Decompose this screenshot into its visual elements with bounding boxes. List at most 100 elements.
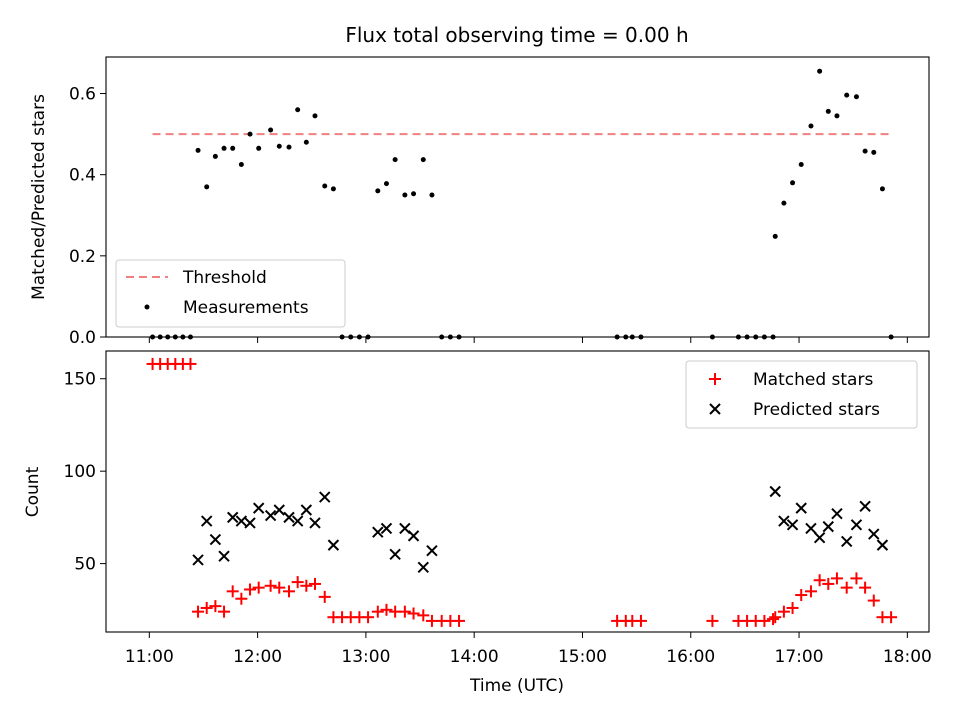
- x-axis-label: Time (UTC): [469, 676, 564, 696]
- measurement-point: [844, 92, 850, 98]
- predicted-star-point: [795, 502, 807, 514]
- matched-star-point: [859, 581, 872, 594]
- measurement-point: [204, 184, 210, 190]
- predicted-star-point: [309, 517, 321, 529]
- matched-star-point: [371, 605, 384, 618]
- measurement-point: [825, 108, 831, 114]
- matched-star-point: [300, 579, 313, 592]
- matched-legend-swatch: [709, 373, 721, 385]
- matched-star-point: [822, 577, 835, 590]
- x-tick-label: 12:00: [233, 647, 282, 667]
- predicted-star-point: [417, 561, 429, 574]
- count-legend-box: [685, 360, 918, 429]
- measurement-point: [781, 200, 787, 206]
- measurement-point: [879, 186, 885, 192]
- predicted-star-point: [327, 539, 340, 551]
- matched-star-point: [362, 611, 375, 624]
- predicted-star-point: [201, 515, 213, 527]
- measurement-point: [383, 181, 389, 187]
- predicted-star-point: [859, 500, 871, 512]
- measurement-point: [238, 162, 244, 168]
- predicted-star-point: [300, 504, 313, 516]
- predicted-star-point: [252, 502, 265, 514]
- predicted-star-point: [769, 485, 781, 498]
- ratio-legend-box: [115, 259, 346, 328]
- predicted-star-point: [850, 519, 863, 531]
- predicted-star-point: [372, 526, 384, 538]
- predicted-star-point: [209, 533, 222, 546]
- measurement-point: [375, 188, 381, 194]
- predicted-star-point: [264, 509, 277, 522]
- measurements-legend-label: Measurements: [183, 298, 309, 318]
- matched-legend-label: Matched stars: [753, 370, 873, 390]
- predicted-star-point: [319, 491, 331, 503]
- count-y-tick-label: 100: [64, 462, 96, 482]
- count-panel: 50 100 150 11:00 12:00 13:00 14:00 15:00 16:00 17…: [23, 350, 932, 696]
- measurement-point: [429, 192, 435, 198]
- threshold-legend-label: Threshold: [182, 268, 267, 288]
- measurement-point: [322, 183, 328, 189]
- matched-star-point: [706, 614, 719, 627]
- measurement-point: [247, 131, 253, 137]
- measurement-point: [276, 143, 282, 149]
- measurement-point: [392, 157, 398, 163]
- predicted-star-point: [876, 539, 889, 551]
- matched-star-point: [453, 614, 466, 627]
- measurement-point: [195, 147, 201, 153]
- predicted-star-point: [426, 544, 438, 557]
- measurement-point: [212, 153, 218, 159]
- count-plot-frame: [105, 350, 930, 633]
- measurement-point: [286, 144, 292, 150]
- predicted-star-point: [226, 511, 239, 524]
- matched-star-point: [795, 589, 808, 602]
- count-y-tick-label: 50: [74, 555, 96, 575]
- matched-star-point: [252, 581, 265, 594]
- measurement-point: [256, 145, 262, 151]
- matched-star-point: [308, 577, 321, 590]
- matched-star-point: [867, 594, 880, 607]
- matched-star-point: [209, 600, 222, 613]
- measurement-point: [871, 149, 877, 155]
- measurement-point: [853, 94, 859, 100]
- ratio-y-tick-label: 0.0: [69, 328, 96, 348]
- matched-star-point: [850, 572, 863, 585]
- predicted-legend-swatch: [709, 403, 721, 415]
- ratio-y-tick-label: 0.4: [69, 166, 96, 186]
- matched-star-point: [226, 585, 239, 598]
- measurements-legend-swatch: [144, 304, 150, 310]
- x-tick-label: 18:00: [883, 647, 932, 667]
- matched-star-point: [264, 579, 277, 592]
- predicted-star-point: [822, 520, 834, 533]
- count-y-axis-label: Count: [23, 466, 43, 517]
- matched-star-point: [273, 581, 286, 594]
- predicted-star-point: [389, 548, 401, 561]
- x-tick-label: 11:00: [125, 647, 174, 667]
- predicted-star-point: [831, 507, 843, 520]
- predicted-star-point: [192, 554, 204, 566]
- measurement-point: [295, 107, 301, 113]
- predicted-star-point: [235, 515, 248, 527]
- matched-star-point: [777, 605, 790, 618]
- ratio-legend: Threshold Measurements: [115, 259, 346, 328]
- predicted-star-point: [407, 530, 420, 542]
- matched-star-point: [380, 603, 393, 616]
- matched-star-point: [318, 590, 331, 603]
- x-tick-label: 16:00: [666, 647, 715, 667]
- matched-star-point: [283, 585, 296, 598]
- measurement-point: [330, 186, 336, 192]
- ratio-y-tick-label: 0.6: [69, 85, 96, 105]
- matched-star-point: [200, 601, 213, 614]
- measurement-point: [808, 123, 814, 129]
- measurement-point: [411, 191, 417, 197]
- matched-star-point: [192, 605, 205, 618]
- measurement-point: [303, 139, 309, 145]
- count-y-tick-label: 150: [64, 370, 96, 390]
- matched-star-point: [830, 572, 843, 585]
- measurement-point: [834, 113, 840, 119]
- measurement-point: [862, 148, 868, 154]
- matched-star-point: [804, 585, 817, 598]
- measurement-point: [790, 180, 796, 186]
- measurement-point: [221, 145, 227, 151]
- matched-star-point: [813, 574, 826, 587]
